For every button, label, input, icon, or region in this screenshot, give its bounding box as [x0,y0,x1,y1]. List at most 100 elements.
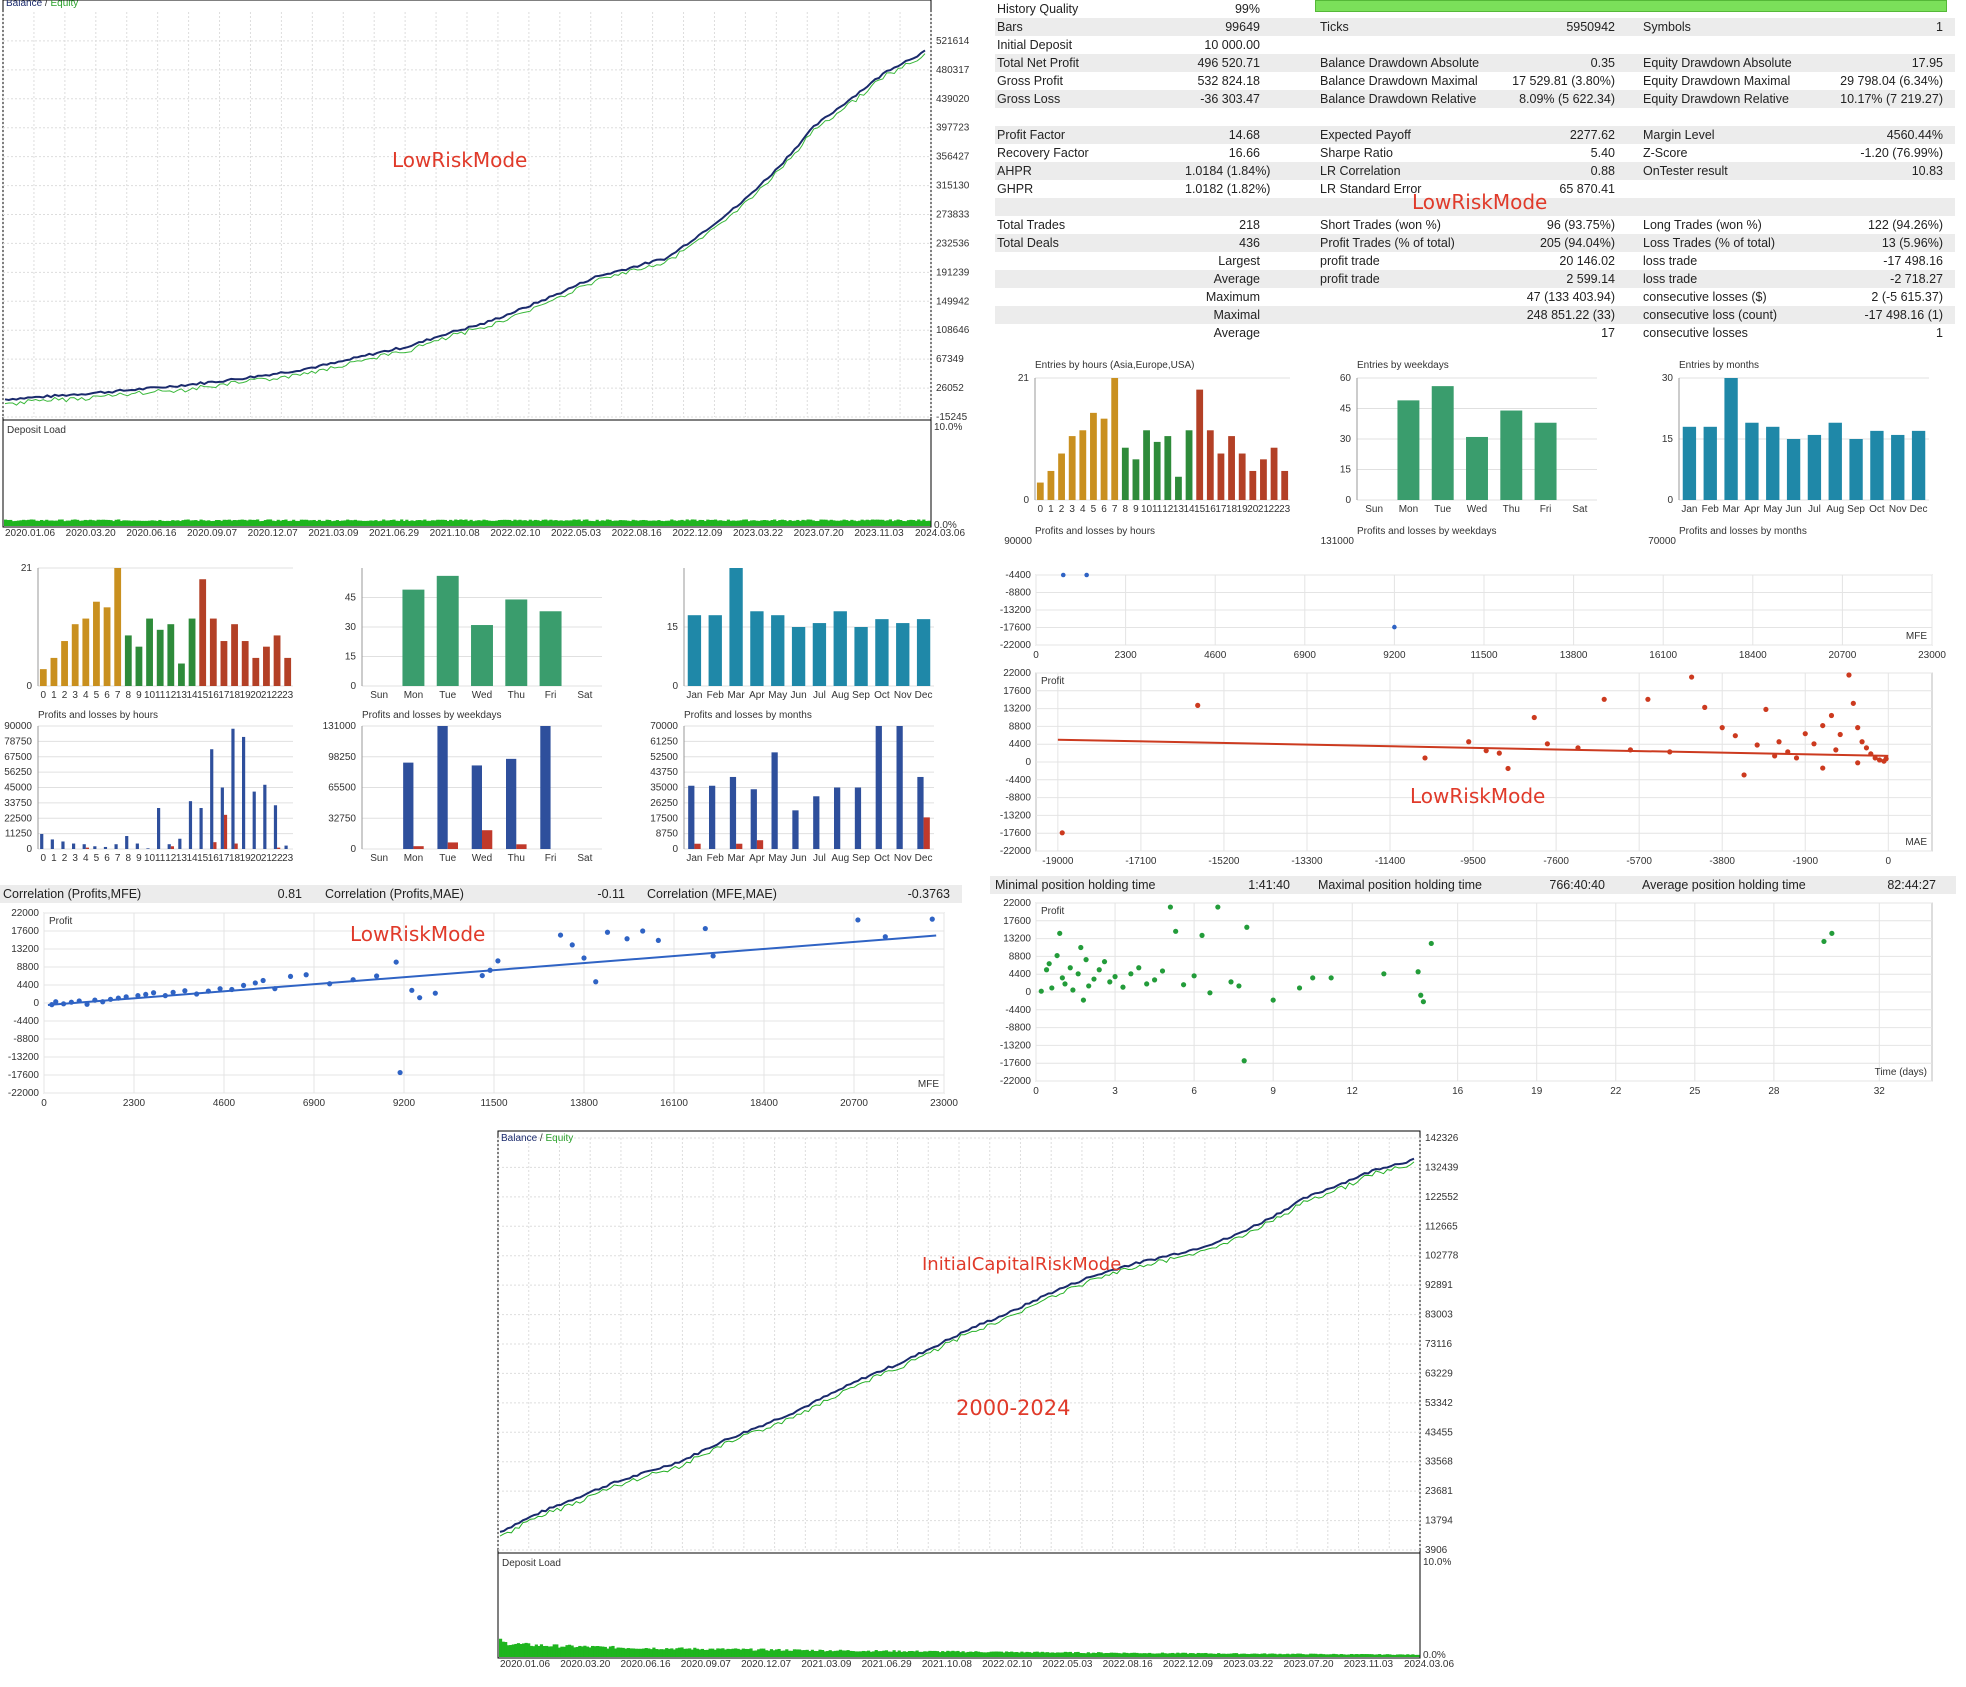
scatter-point [1785,749,1791,755]
scatter-profit-mae: -19000 -17100 -15200 -13300 -11400 -9500 -7600… [1000,668,1933,867]
deposit-load-bar [27,519,31,526]
deposit-load-bar [890,1651,894,1657]
scatter-point [107,996,114,1002]
x-tick-label: 17 [218,853,230,864]
holding-time-bar: Minimal position holding time 1:41:40 Ma… [990,876,1956,894]
y-tick-label: 0 [26,844,32,855]
deposit-load-bar [504,1642,508,1657]
x-tick-label: 15 [197,853,209,864]
x-tick-label: 6 [1191,1086,1197,1097]
x-tick-label: 4 [83,853,89,864]
stats-label: consecutive loss (count) [1643,308,1778,322]
deposit-load-bar [1411,1654,1415,1657]
stats-label: Loss Trades (% of total) [1643,236,1776,250]
correlation-bar: Correlation (Profits,MFE) 0.81 Correlati… [0,885,962,903]
deposit-load-bar [114,519,118,526]
deposit-load-bar [376,521,381,526]
scatter-point [1270,997,1276,1003]
y-tick-label: 22000 [1003,898,1031,909]
deposit-load-bar [984,1652,988,1657]
x-tick-label: 6 [104,690,110,701]
entry-bar [1807,434,1822,500]
deposit-load-bar [608,519,612,526]
deposit-load-bar [514,1643,518,1657]
deposit-load-bar [42,520,46,526]
scatter-point [1310,975,1316,981]
deposit-load-bar [721,520,725,526]
y-tick-label: 8800 [17,962,40,973]
x-tick-label: 5 [94,853,100,864]
y-axis-label: Profit [1041,676,1065,687]
deposit-load-bar [966,1651,970,1657]
deposit-load-bar [11,521,15,526]
scatter-point [1719,725,1725,731]
deposit-load-bar [243,519,247,526]
y-tick-label: 83003 [1425,1310,1453,1321]
deposit-load-bar [181,520,185,526]
entry-bar [812,623,827,686]
deposit-load-bar [1056,1652,1060,1657]
entry-bar [916,619,931,686]
deposit-load-bar [642,1648,646,1657]
y-tick-label: 356427 [936,152,970,163]
stats-row: AHPR 1.0184 (1.84%) LR Correlation 0.88 OnTe… [995,162,1955,180]
deposit-load-bar [667,520,671,526]
deposit-load-bar [384,520,388,526]
deposit-load-bar [785,1649,789,1657]
deposit-load-bar [65,520,69,526]
deposit-load-bar [690,519,694,526]
deposit-load-bar [575,1646,579,1657]
deposit-load-bar [557,1647,561,1657]
stats-value: 2 (-5 615.37) [1871,290,1943,304]
deposit-load-bar [289,520,293,526]
deposit-load-bar [1084,1653,1088,1657]
deposit-load-bar [868,520,872,526]
scatter-point [1855,760,1861,766]
deposit-load-bar [971,1651,975,1657]
stats-value: 17 529.81 (3.80%) [1512,74,1615,88]
deposit-load-bar [425,520,430,526]
deposit-load-bar [837,520,841,526]
deposit-load-bar [1102,1653,1106,1657]
y-tick-label: 30 [1340,434,1352,445]
deposit-load-bar [593,1646,597,1657]
scatter-point [1846,672,1852,678]
deposit-load-bar [744,519,748,526]
chart-title: Entries by hours (Asia,Europe,USA) [1035,360,1195,371]
deposit-load-bar [515,520,520,526]
entry-bar [750,611,764,686]
deposit-load-bar [436,519,440,526]
deposit-load-bar [258,521,262,526]
y-tick-label: 0 [672,844,678,855]
y-tick-label: 33750 [4,798,32,809]
x-tick-label: 2020.06.16 [126,528,176,539]
deposit-load-bar [541,519,545,526]
scatter-point [272,986,278,992]
y-tick-label: -17600 [1000,623,1032,634]
scatter-point [1415,969,1421,975]
scatter-point [710,953,716,959]
deposit-load-bar [1342,1654,1346,1657]
stats-label: loss trade [1643,272,1698,286]
deposit-load-bar [1260,1653,1264,1657]
deposit-load-bar [575,519,579,526]
deposit-load-bar [1268,1653,1272,1657]
deposit-load-bar [160,520,165,526]
y-tick-label: 21 [1018,373,1030,384]
loss-bar [213,842,217,849]
entry-bar [178,663,185,686]
scatter-point [432,990,438,996]
stats-row: Average 17 consecutive losses 1 [995,324,1955,342]
profit-bar [93,846,97,849]
x-tick-label: 0 [1038,504,1044,515]
deposit-load-bar [148,520,152,526]
deposit-load-bar [117,519,121,526]
entry-bar [1891,434,1905,500]
y-tick-label: -17600 [8,1070,40,1081]
deposit-load-bar [1035,1651,1039,1657]
y-tick-label: 0 [350,681,356,692]
x-tick-label: Jul [813,690,826,701]
scatter-point [1038,988,1044,994]
